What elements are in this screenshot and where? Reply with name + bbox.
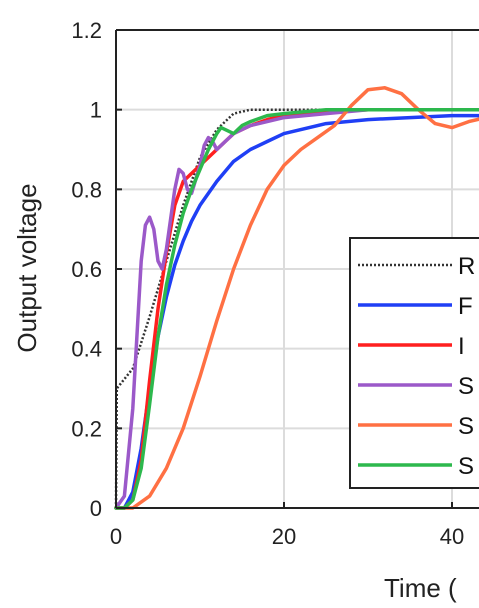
legend-label-5: S: [458, 453, 474, 480]
x-tick-label-1: 20: [272, 524, 296, 549]
y-tick-label-1: 0.2: [71, 416, 102, 441]
x-axis-title: Time (: [384, 573, 457, 603]
y-tick-label-6: 1.2: [71, 18, 102, 43]
x-tick-label-0: 0: [110, 524, 122, 549]
legend-label-0: R: [458, 253, 475, 280]
y-tick-label-4: 0.8: [71, 177, 102, 202]
y-axis-title: Output voltage: [12, 183, 42, 352]
series-layer: [114, 86, 479, 510]
ticks: 0 0.2 0.4 0.6 0.8 1 1.2 0 20 40: [71, 18, 464, 549]
legend-label-2: I: [458, 333, 465, 360]
x-tick-label-2: 40: [440, 524, 464, 549]
series-line-5: [114, 107, 479, 510]
y-tick-label-5: 1: [90, 98, 102, 123]
y-tick-label-3: 0.6: [71, 257, 102, 282]
legend-label-1: F: [458, 293, 473, 320]
legend-label-3: S: [458, 373, 474, 400]
y-tick-label-0: 0: [90, 496, 102, 521]
series-line-0: [114, 108, 479, 509]
series-line-4: [114, 86, 479, 510]
y-tick-label-2: 0.4: [71, 337, 102, 362]
legend-box: [349, 237, 479, 489]
legend-label-4: S: [458, 413, 474, 440]
